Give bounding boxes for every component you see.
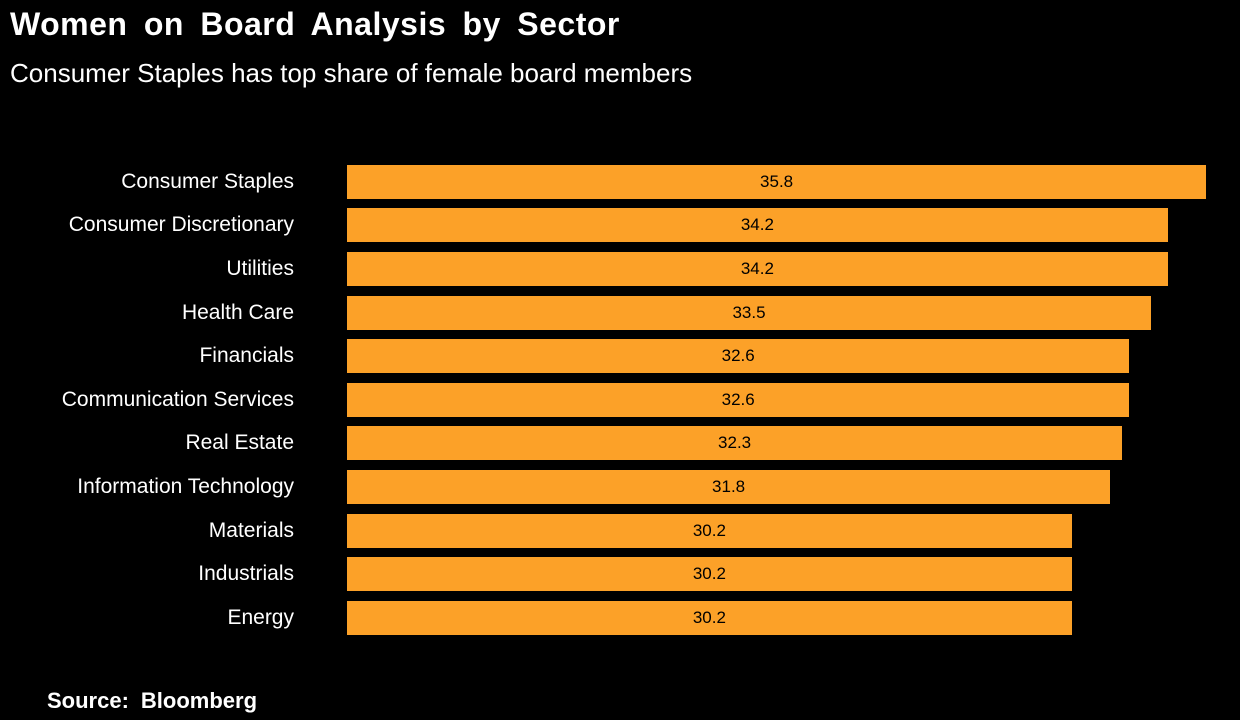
bar: 32.6 xyxy=(347,382,1130,417)
bar-track: 33.5 xyxy=(347,295,1151,330)
bar-track: 32.3 xyxy=(347,426,1123,461)
category-label: Financials xyxy=(199,344,294,368)
bar-row: Consumer Staples 35.8 xyxy=(0,160,1240,204)
category-label: Energy xyxy=(227,605,294,629)
chart-subtitle: Consumer Staples has top share of female… xyxy=(10,58,693,88)
bar-value-label: 33.5 xyxy=(732,302,766,322)
bar-row: Financials 32.6 xyxy=(0,334,1240,378)
category-label: Real Estate xyxy=(185,431,294,455)
bar-value-label: 30.2 xyxy=(692,520,726,540)
bar-row: Communication Services 32.6 xyxy=(0,378,1240,422)
bar: 30.2 xyxy=(347,513,1072,548)
bar-chart: Consumer Staples 35.8 Consumer Discretio… xyxy=(0,160,1240,640)
category-label: Communication Services xyxy=(61,387,294,411)
bar-track: 34.2 xyxy=(347,251,1168,286)
bar-row: Information Technology 31.8 xyxy=(0,465,1240,509)
chart-title: Women on Board Analysis by Sector xyxy=(10,6,620,42)
bar-track: 34.2 xyxy=(347,208,1168,243)
bar-track: 32.6 xyxy=(347,382,1130,417)
bar: 31.8 xyxy=(347,469,1111,504)
bar: 32.3 xyxy=(347,426,1123,461)
category-label: Industrials xyxy=(198,562,294,586)
source-label: Source: xyxy=(47,688,129,713)
bar-track: 32.6 xyxy=(347,339,1130,374)
bar-value-label: 32.3 xyxy=(718,433,752,453)
bar-row: Energy 30.2 xyxy=(0,596,1240,640)
bar: 33.5 xyxy=(347,295,1151,330)
bar-row: Consumer Discretionary 34.2 xyxy=(0,204,1240,248)
bar-track: 30.2 xyxy=(347,513,1072,548)
source-line: Source: Bloomberg xyxy=(47,688,257,714)
category-label: Utilities xyxy=(226,256,294,280)
category-label: Consumer Staples xyxy=(121,169,294,193)
bar-row: Health Care 33.5 xyxy=(0,291,1240,335)
category-label: Health Care xyxy=(181,300,294,324)
bar: 30.2 xyxy=(347,557,1072,592)
bar-row: Real Estate 32.3 xyxy=(0,422,1240,466)
category-label: Information Technology xyxy=(77,474,294,498)
bar-value-label: 30.2 xyxy=(692,607,726,627)
bar: 34.2 xyxy=(347,208,1168,243)
bar-row: Industrials 30.2 xyxy=(0,552,1240,596)
bar-value-label: 32.6 xyxy=(721,346,755,366)
source-value: Bloomberg xyxy=(140,688,258,713)
bar-value-label: 35.8 xyxy=(760,171,794,191)
bar-value-label: 31.8 xyxy=(712,476,746,496)
bar: 32.6 xyxy=(347,339,1130,374)
bar-value-label: 30.2 xyxy=(692,564,726,584)
bar-row: Materials 30.2 xyxy=(0,509,1240,553)
bar-value-label: 34.2 xyxy=(740,215,774,235)
bar-row: Utilities 34.2 xyxy=(0,247,1240,291)
category-label: Materials xyxy=(208,518,294,542)
bar: 35.8 xyxy=(347,164,1207,199)
category-label: Consumer Discretionary xyxy=(68,213,294,237)
bar: 30.2 xyxy=(347,600,1072,635)
bar-track: 35.8 xyxy=(347,164,1207,199)
bar-value-label: 32.6 xyxy=(721,389,755,409)
bar: 34.2 xyxy=(347,251,1168,286)
bar-track: 30.2 xyxy=(347,557,1072,592)
bar-track: 31.8 xyxy=(347,469,1111,504)
bar-value-label: 34.2 xyxy=(740,258,774,278)
bar-track: 30.2 xyxy=(347,600,1072,635)
